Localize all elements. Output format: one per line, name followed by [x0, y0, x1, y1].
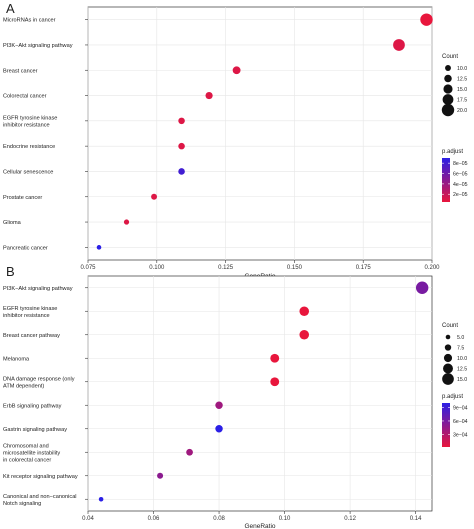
- category-label: Kit receptor signaling pathway: [3, 474, 78, 480]
- category-label: Pancreatic cancer: [3, 245, 48, 251]
- data-point: [205, 91, 213, 100]
- data-point: [270, 377, 280, 387]
- size-legend-label: 17.5: [457, 98, 467, 104]
- category-label: in colorectal cancer: [3, 457, 51, 463]
- x-tick-label: 0.075: [80, 265, 96, 271]
- plot-frame: [87, 275, 433, 512]
- x-axis-title: GeneRatio: [244, 523, 275, 529]
- size-legend-label: 12.5: [457, 367, 467, 373]
- data-point: [178, 142, 185, 150]
- x-tick-label: 0.100: [149, 265, 165, 271]
- size-legend-label: 7.5: [457, 346, 464, 352]
- category-label: inhibitor resistance: [3, 122, 50, 128]
- dotplot-panel-a: A0.0750.1000.1250.1500.1750.200GeneRatio…: [3, 1, 468, 280]
- colorbar: [442, 403, 450, 447]
- colorbar-label: 3e−04: [453, 432, 468, 438]
- size-legend-dot: [443, 84, 453, 94]
- category-label: Chromosomal and: [3, 443, 49, 449]
- data-point: [96, 245, 102, 250]
- category-label: Canonical and non−canonical: [3, 494, 77, 500]
- size-legend-title: Count: [442, 54, 458, 60]
- data-point: [178, 168, 185, 175]
- colorbar-label: 8e−05: [453, 161, 468, 167]
- size-legend-label: 10.0: [457, 66, 467, 72]
- size-legend-dot: [445, 65, 451, 71]
- x-tick-label: 0.04: [82, 516, 94, 522]
- category-label: Notch signaling: [3, 501, 41, 507]
- x-tick-label: 0.06: [148, 516, 160, 522]
- category-label: EGFR tyrosine kinase: [3, 306, 57, 312]
- data-point: [215, 425, 223, 433]
- x-tick-label: 0.125: [218, 265, 234, 271]
- data-point: [420, 13, 433, 26]
- data-point: [270, 353, 280, 363]
- category-label: Breast cancer pathway: [3, 333, 60, 339]
- colorbar-label: 2e−05: [453, 192, 468, 198]
- size-legend-label: 12.5: [457, 77, 467, 83]
- x-tick-label: 0.175: [356, 265, 372, 271]
- data-point: [186, 448, 193, 456]
- data-point: [215, 401, 223, 409]
- size-legend-dot: [445, 334, 451, 340]
- colorbar-label: 6e−04: [453, 419, 468, 425]
- category-label: DNA damage response (only: [3, 376, 75, 382]
- x-tick-label: 0.14: [410, 516, 422, 522]
- category-label: EGFR tyrosine kinase: [3, 115, 57, 121]
- size-legend-dot: [441, 103, 455, 117]
- data-point: [232, 66, 241, 75]
- data-point: [178, 117, 185, 125]
- x-tick-label: 0.200: [424, 265, 440, 271]
- category-label: PI3K−Akt signaling pathway: [3, 43, 73, 49]
- x-tick-label: 0.10: [279, 516, 291, 522]
- category-label: ATM dependent): [3, 383, 44, 389]
- colorbar-label: 9e−04: [453, 405, 468, 411]
- data-point: [415, 281, 429, 294]
- data-point: [157, 472, 164, 479]
- size-legend-label: 15.0: [457, 377, 467, 383]
- size-legend-dot: [442, 94, 454, 105]
- x-tick-label: 0.12: [344, 516, 356, 522]
- size-legend-label: 20.0: [457, 108, 467, 114]
- category-label: Colorectal cancer: [3, 94, 47, 100]
- category-label: ErbB signaling pathway: [3, 403, 62, 409]
- color-legend-title: p.adjust: [442, 394, 463, 400]
- category-label: Endocrine resistance: [3, 144, 55, 150]
- category-label: PI3K−Akt signaling pathway: [3, 286, 73, 292]
- size-legend-label: 15.0: [457, 87, 467, 93]
- size-legend-label: 10.0: [457, 356, 467, 362]
- data-point: [299, 329, 310, 340]
- data-point: [123, 219, 130, 225]
- category-label: inhibitor resistance: [3, 313, 50, 319]
- panel-letter: B: [6, 264, 15, 279]
- size-legend-dot: [443, 363, 453, 374]
- color-legend-title: p.adjust: [442, 149, 463, 155]
- data-point: [98, 496, 104, 502]
- size-legend-title: Count: [442, 323, 458, 329]
- size-legend-dot: [444, 344, 452, 351]
- category-label: Breast cancer: [3, 68, 38, 74]
- size-legend-dot: [442, 373, 454, 385]
- data-point: [151, 193, 157, 200]
- category-label: MicroRNAs in cancer: [3, 18, 56, 24]
- colorbar: [442, 158, 450, 202]
- colorbar-label: 4e−05: [453, 182, 468, 188]
- size-legend-dot: [443, 353, 453, 363]
- category-label: microsatellite instability: [3, 450, 60, 456]
- x-tick-label: 0.08: [213, 516, 225, 522]
- category-label: Prostate cancer: [3, 195, 42, 201]
- category-label: Cellular senescence: [3, 169, 53, 175]
- data-point: [393, 39, 405, 51]
- category-label: Melanoma: [3, 356, 30, 362]
- dotplot-panel-b: B 0.04 0.06 0.08 0.10 0.12 0.14 GeneRatio PI3K−A…: [3, 264, 468, 529]
- category-label: Glioma: [3, 220, 22, 226]
- size-legend-dot: [444, 74, 452, 83]
- category-label: Gastrin signaling pathway: [3, 427, 67, 433]
- x-tick-label: 0.150: [287, 265, 303, 271]
- plot-frame: [87, 6, 433, 261]
- colorbar-label: 6e−05: [453, 172, 468, 178]
- panel-letter: A: [6, 1, 15, 16]
- data-point: [299, 306, 310, 317]
- size-legend-label: 5.0: [457, 335, 464, 341]
